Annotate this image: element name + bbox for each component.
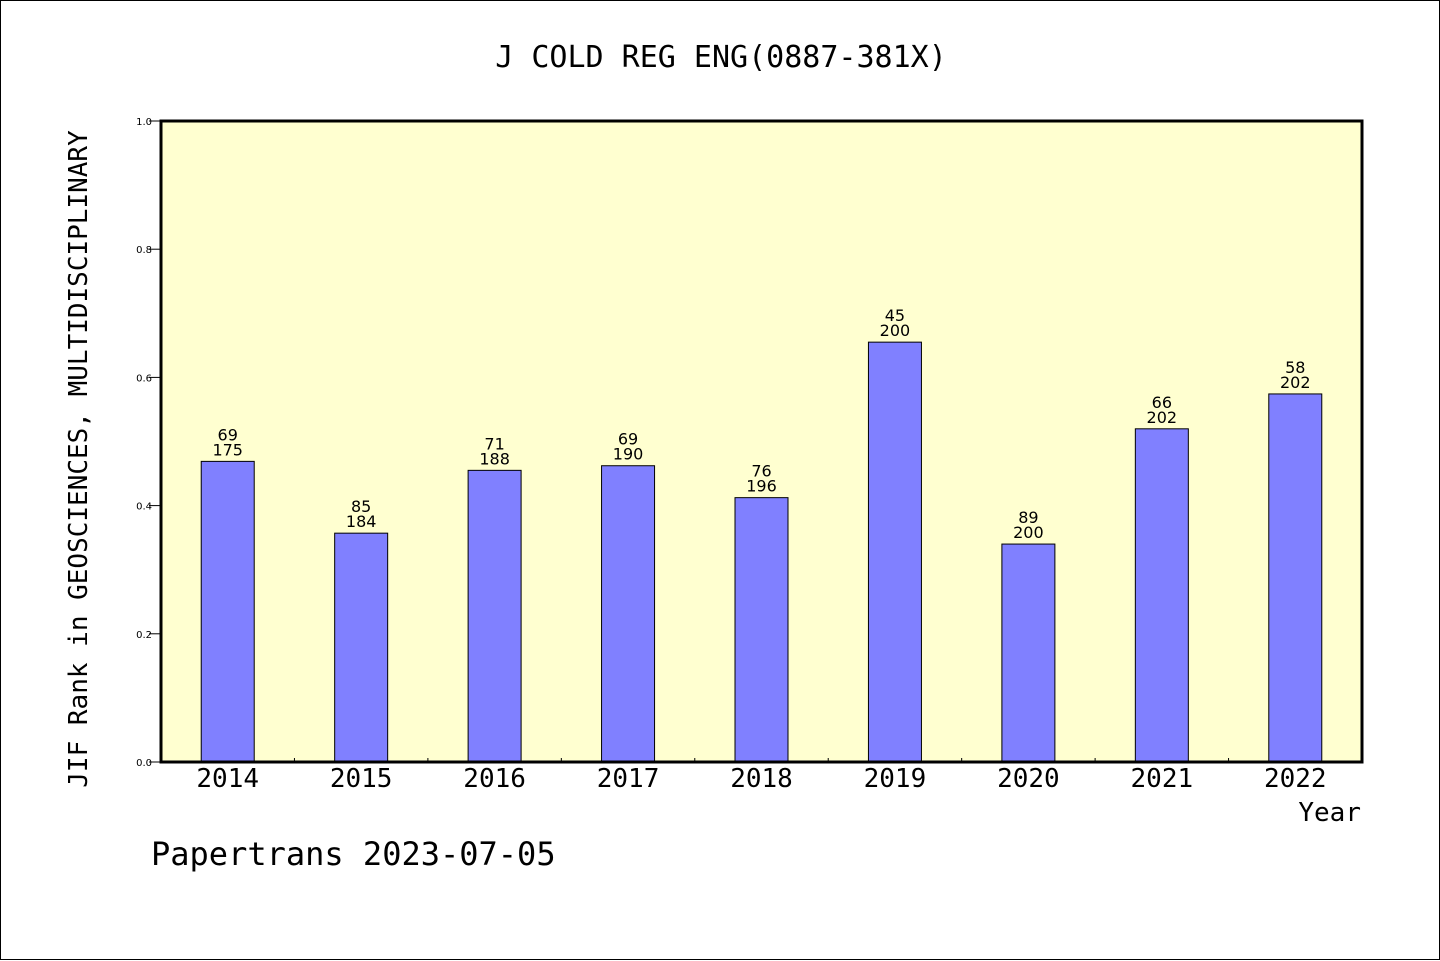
bar-label-rank: 45 <box>885 306 905 325</box>
y-tick-label: 0.4 <box>136 502 152 513</box>
bar-label-rank: 89 <box>1018 508 1038 527</box>
y-tick-label: 0.8 <box>136 245 152 256</box>
x-tick-label: 2019 <box>864 764 927 794</box>
bar-2022 <box>1268 393 1323 763</box>
x-tick-label: 2017 <box>597 764 660 794</box>
y-axis-label: JIF Rank in GEOSCIENCES, MULTIDISCIPLINA… <box>64 130 94 788</box>
bar-label-total: 200 <box>1013 523 1044 542</box>
x-axis-label: Year <box>1298 798 1361 828</box>
bar-2020 <box>1001 543 1056 763</box>
footer-source: Papertrans 2023-07-05 <box>151 835 556 873</box>
y-tick-label: 0.0 <box>136 758 152 769</box>
bar-label-rank: 71 <box>484 434 504 453</box>
bar-label-rank: 58 <box>1285 358 1305 377</box>
bar-2017 <box>601 465 656 763</box>
bar-series: 6917585184711886919076196452008920066202… <box>200 306 1323 763</box>
x-tick-label: 2015 <box>330 764 393 794</box>
y-tick-label: 1.0 <box>136 117 152 128</box>
y-axis: 0.0 0.2 0.4 0.6 0.8 1.0 <box>136 117 161 769</box>
x-tick-label: 2021 <box>1131 764 1194 794</box>
bar-label-rank: 69 <box>218 425 238 444</box>
bar-label-rank: 66 <box>1152 393 1172 412</box>
x-tick-label: 2022 <box>1264 764 1327 794</box>
bar-2021 <box>1134 428 1189 763</box>
bar-label-total: 196 <box>746 477 777 496</box>
bar-2014 <box>200 460 255 763</box>
chart-title: J COLD REG ENG(0887-381X) <box>495 40 947 75</box>
bar-label-total: 202 <box>1147 408 1178 427</box>
y-tick-label: 0.2 <box>136 630 152 641</box>
bar-2016 <box>467 469 522 763</box>
bar-label-total: 175 <box>212 440 243 459</box>
bar-label-total: 202 <box>1280 373 1311 392</box>
bar-2019 <box>867 341 922 763</box>
plot-border <box>159 119 1364 764</box>
bar-2018 <box>734 497 789 763</box>
x-axis: 2014 2015 2016 2017 2018 2019 2020 2021 2022 <box>196 758 1327 794</box>
bar-label-total: 184 <box>346 512 377 531</box>
bar-label-rank: 69 <box>618 430 638 449</box>
x-tick-label: 2018 <box>730 764 793 794</box>
x-tick-label: 2020 <box>997 764 1060 794</box>
bar-2015 <box>334 532 389 763</box>
bar-label-total: 190 <box>613 445 644 464</box>
bar-label-total: 188 <box>479 449 510 468</box>
x-tick-label: 2016 <box>463 764 526 794</box>
x-tick-label: 2014 <box>196 764 259 794</box>
y-tick-label: 0.6 <box>136 373 152 384</box>
bar-label-total: 200 <box>880 321 911 340</box>
bar-label-rank: 76 <box>751 462 771 481</box>
bar-label-rank: 85 <box>351 497 371 516</box>
